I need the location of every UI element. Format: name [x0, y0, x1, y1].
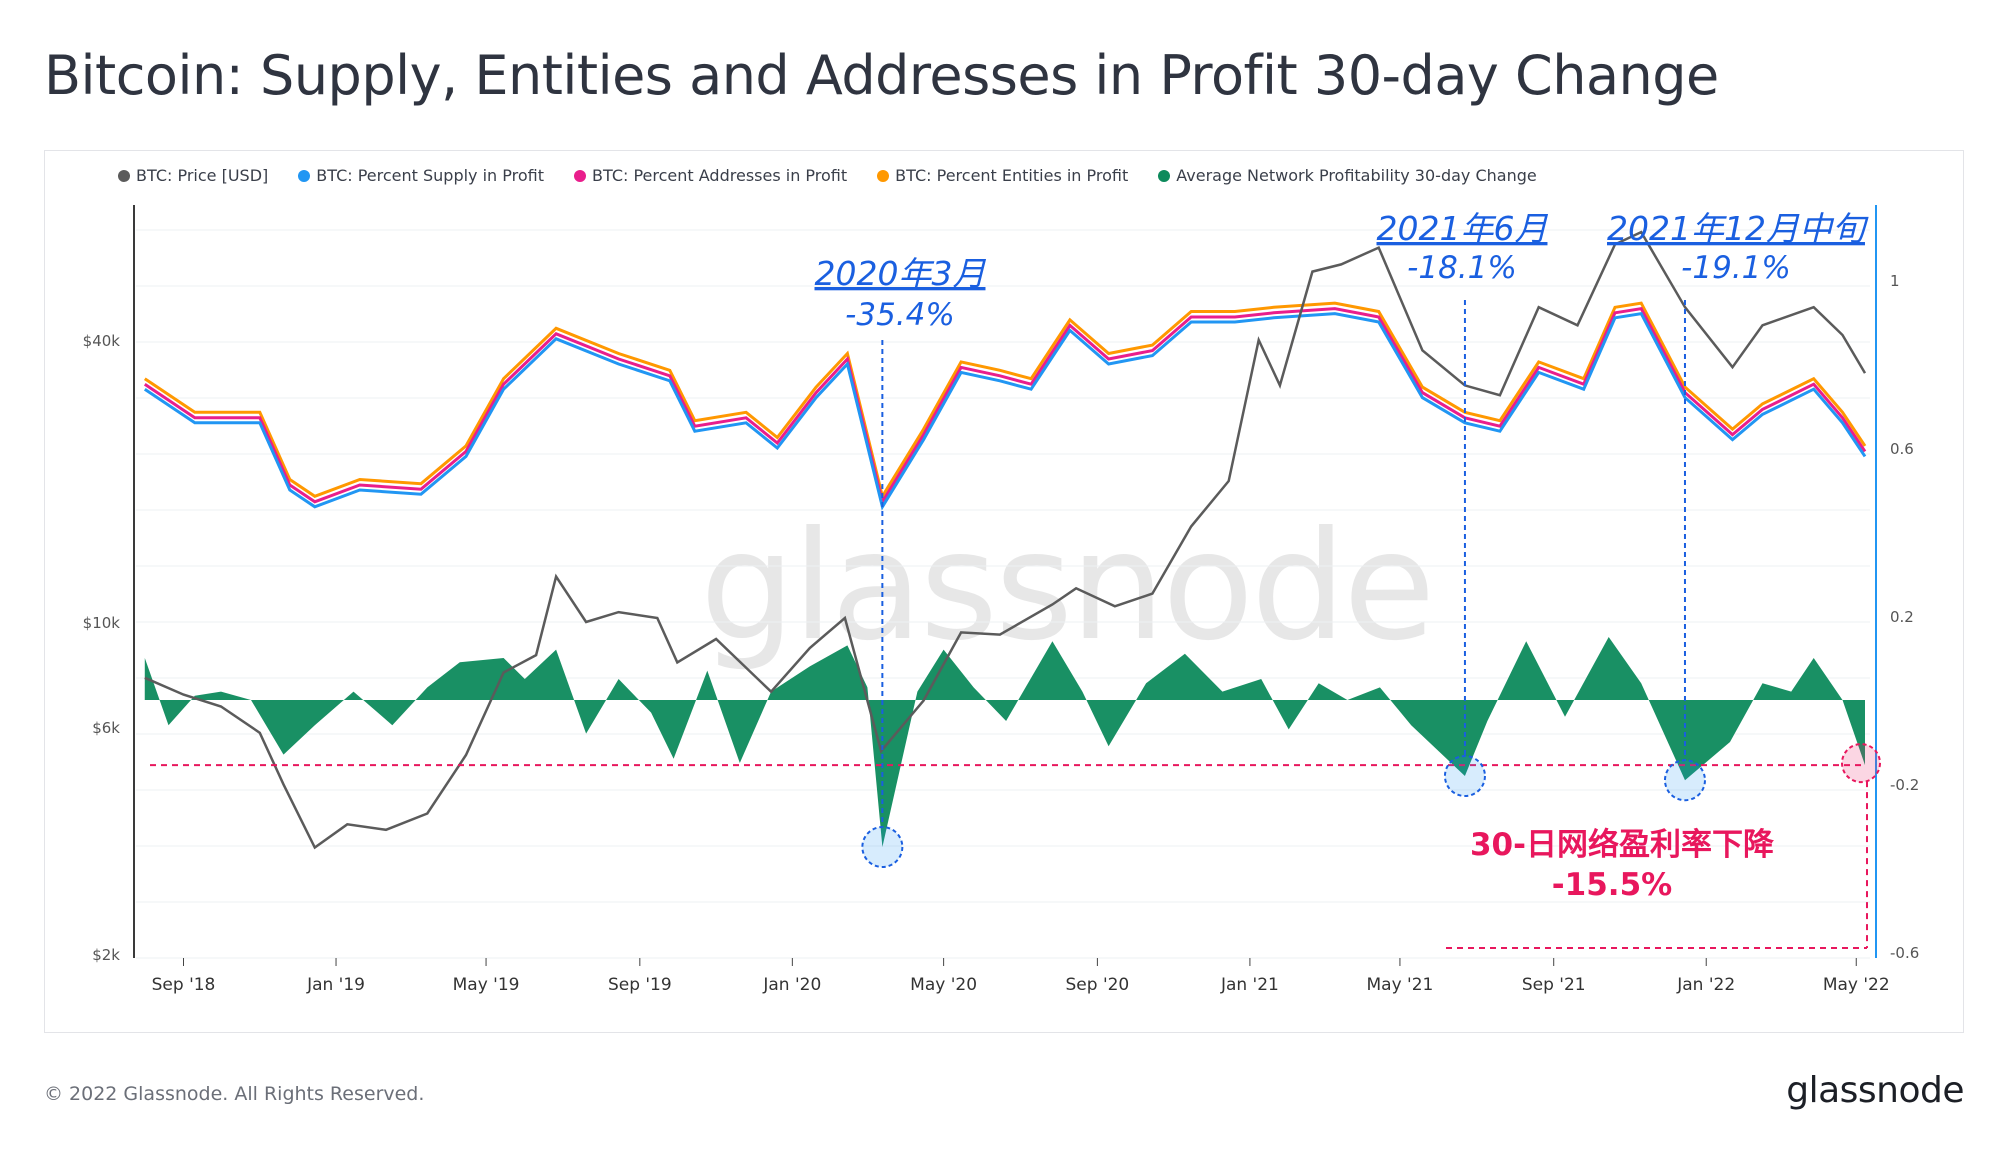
annotation-date-dec-2021: 2021年12月中旬 [1607, 209, 1869, 248]
axes-layer [133, 205, 1877, 958]
change-area-layer [144, 637, 1866, 847]
y-left-tick-label: $10k [83, 614, 121, 632]
x-tick-label: May '20 [910, 975, 977, 995]
grid [136, 229, 1870, 959]
legend-label-addresses: BTC: Percent Addresses in Profit [592, 166, 848, 185]
copyright-footer: © 2022 Glassnode. All Rights Reserved. [44, 1083, 425, 1105]
x-tick-label: Sep '19 [608, 975, 672, 995]
annotation-date-mar-2020: 2020年3月 [815, 254, 987, 293]
legend-label-supply: BTC: Percent Supply in Profit [316, 166, 545, 185]
annotation-value-dec-2021: -19.1% [1681, 250, 1791, 286]
y-right-tick-label: -0.2 [1890, 776, 1919, 794]
annotation-circle-current [1840, 743, 1881, 784]
chart-frame [44, 150, 1964, 1033]
lines-layer [143, 230, 1867, 850]
annotation-circle-dec-2021 [1663, 759, 1706, 802]
legend-item-supply[interactable]: BTC: Percent Supply in Profit [298, 166, 544, 185]
x-tick-label: Sep '18 [152, 975, 216, 995]
y-right-tick-label: 0.6 [1890, 440, 1914, 458]
x-tick-label: Jan '21 [1220, 975, 1279, 995]
price-line [144, 230, 1867, 850]
legend-item-change[interactable]: Average Network Profitability 30-day Cha… [1158, 166, 1537, 185]
x-tick-label: Jan '19 [306, 975, 365, 995]
y-left-tick-label: $2k [92, 946, 120, 964]
y-left-tick-label: $6k [92, 719, 120, 737]
legend-dot-change [1158, 169, 1171, 182]
y-right-tick-label: -0.6 [1890, 944, 1919, 962]
x-tick-label: May '21 [1367, 975, 1434, 995]
current-drop-label: 30-日网络盈利率下降 [1470, 827, 1775, 863]
y-right-tick-label: 1 [1890, 272, 1900, 290]
x-tick-label: Jan '20 [762, 975, 821, 995]
legend-dot-entities [877, 169, 890, 182]
x-tick-label: May '19 [453, 975, 520, 995]
entities-line [143, 301, 1867, 501]
annotation-value-mar-2020: -35.4% [845, 297, 955, 333]
annotations-layer: 2020年3月 -35.4% 2021年6月-18.1% 2021年12月中旬-19.… [150, 209, 1881, 949]
legend-label-entities: BTC: Percent Entities in Profit [895, 166, 1129, 185]
annotation-circle-jun-2021 [1443, 755, 1486, 798]
legend-item-price[interactable]: BTC: Price [USD] [118, 166, 268, 185]
supply-line [143, 311, 1867, 511]
x-tick-label: Jan '22 [1676, 975, 1735, 995]
legend-dot-addresses [574, 169, 587, 182]
addresses-line [143, 306, 1867, 506]
legend: BTC: Price [USD] BTC: Percent Supply in … [118, 166, 1537, 185]
legend-dot-supply [298, 169, 311, 182]
y-left-tick-label: $40k [83, 332, 121, 350]
annotation-date-jun-2021: 2021年6月 [1377, 209, 1549, 248]
glassnode-logo[interactable]: glassnode [1786, 1070, 1964, 1111]
current-drop-value: -15.5% [1552, 867, 1672, 903]
legend-dot-price [118, 169, 130, 182]
x-tick-label: May '22 [1823, 975, 1890, 995]
legend-label-change: Average Network Profitability 30-day Cha… [1176, 166, 1537, 185]
y-right-tick-label: 0.2 [1890, 608, 1914, 626]
legend-item-addresses[interactable]: BTC: Percent Addresses in Profit [574, 166, 847, 185]
legend-item-entities[interactable]: BTC: Percent Entities in Profit [877, 166, 1128, 185]
annotation-value-jun-2021: -18.1% [1407, 250, 1517, 286]
legend-label-price: BTC: Price [USD] [136, 166, 269, 185]
change-area [144, 637, 1866, 847]
x-tick-label: Sep '20 [1066, 975, 1130, 995]
x-tick-label: Sep '21 [1522, 975, 1586, 995]
chart-title: Bitcoin: Supply, Entities and Addresses … [44, 44, 1719, 107]
annotation-circle-mar-2020 [861, 826, 904, 868]
ticks-layer: $40k $10k $6k $2k 1 0.6 0.2 -0.2 -0.6 Sep '18 Jan … [83, 272, 1920, 995]
